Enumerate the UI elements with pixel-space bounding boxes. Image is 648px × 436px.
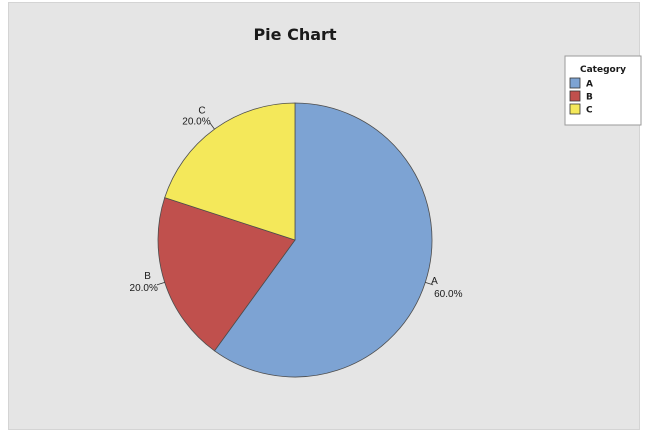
slice-name-label-c: C xyxy=(198,106,205,117)
leader-line-b xyxy=(156,281,165,286)
slice-percent-label-a: 60.0% xyxy=(434,289,462,300)
legend-swatch-b xyxy=(569,90,581,102)
slice-name-label-b: B xyxy=(144,271,151,282)
slice-percent-label-b: 20.0% xyxy=(130,283,158,294)
legend-label-a: A xyxy=(586,80,593,90)
legend-box xyxy=(564,55,642,126)
leader-line-a xyxy=(425,281,434,286)
pie-slices xyxy=(157,102,433,378)
legend-label-c: C xyxy=(586,106,593,116)
legend-swatch-c xyxy=(569,103,581,115)
legend-title: Category xyxy=(580,65,626,75)
chart-title: Pie Chart xyxy=(253,25,336,44)
legend-label-b: B xyxy=(586,93,593,103)
leader-line-c xyxy=(209,122,215,130)
slice-percent-label-c: 20.0% xyxy=(182,117,210,128)
legend: Category ABC xyxy=(564,55,642,126)
legend-items: ABC xyxy=(569,77,593,116)
slice-labels: A60.0%B20.0%C20.0% xyxy=(130,106,463,300)
slice-name-label-a: A xyxy=(431,276,438,287)
pie-slice-a xyxy=(213,102,433,378)
legend-swatch-a xyxy=(569,77,581,89)
